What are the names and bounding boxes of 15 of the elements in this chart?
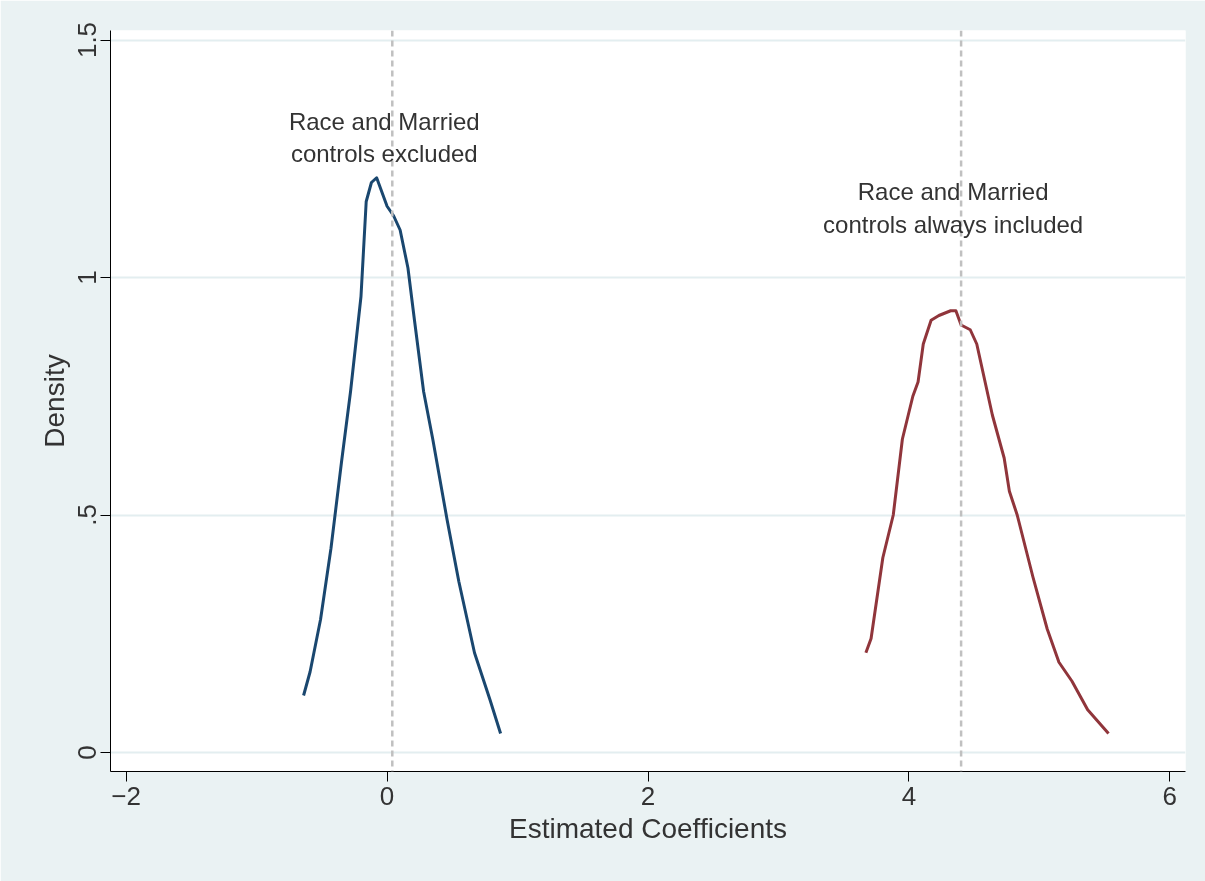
ref-line-label: Race and Married controls always included [823,178,1084,238]
x-tick-label: 6 [1162,780,1178,811]
line-series [864,309,1111,735]
x-tick-label: 4 [901,780,917,811]
x-tick-label: 0 [379,780,395,811]
y-axis-title: Density [38,354,70,448]
y-tick-label: 0 [71,745,102,760]
y-tick-label: 1.5 [71,21,102,59]
y-tick-label: 1 [71,270,102,285]
y-tick-label: .5 [71,504,102,526]
x-axis-title: Estimated Coefficients [508,812,788,844]
x-tick-label: −2 [111,780,141,811]
ref-line-label: Race and Married controls excluded [288,107,480,168]
line-series [302,176,503,735]
x-tick-label: 2 [640,780,656,811]
